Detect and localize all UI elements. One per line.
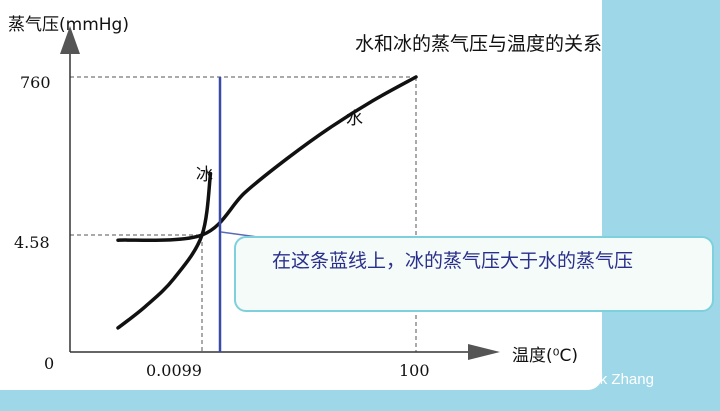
- vapor-pressure-chart: 蒸气压(mmHg) 水和冰的蒸气压与温度的关系 温度(⁰C) 760 4.58 …: [8, 15, 602, 380]
- x-tick-100: 100: [399, 361, 430, 380]
- annotation-text: 在这条蓝线上，冰的蒸气压大于水的蒸气压: [272, 250, 634, 272]
- y-tick-760: 760: [20, 73, 51, 92]
- chart-title: 水和冰的蒸气压与温度的关系: [355, 33, 602, 55]
- x-axis-label: 温度(⁰C): [512, 346, 578, 366]
- y-tick-4.58: 4.58: [14, 233, 50, 252]
- chart-card: 蒸气压(mmHg) 水和冰的蒸气压与温度的关系 温度(⁰C) 760 4.58 …: [0, 0, 602, 390]
- watermark-text: 知乎 @Patrick Zhang: [512, 371, 654, 388]
- y-tick-0: 0: [44, 354, 54, 373]
- y-axis-arrow: [60, 26, 80, 54]
- x-tick-0.0099: 0.0099: [146, 361, 202, 380]
- x-axis-arrow: [468, 344, 500, 360]
- water-vapor-curve: [116, 75, 418, 243]
- annotation-callout: 在这条蓝线上，冰的蒸气压大于水的蒸气压: [234, 236, 714, 312]
- y-axis-label: 蒸气压(mmHg): [8, 15, 129, 35]
- ice-vapor-curve: [116, 171, 213, 330]
